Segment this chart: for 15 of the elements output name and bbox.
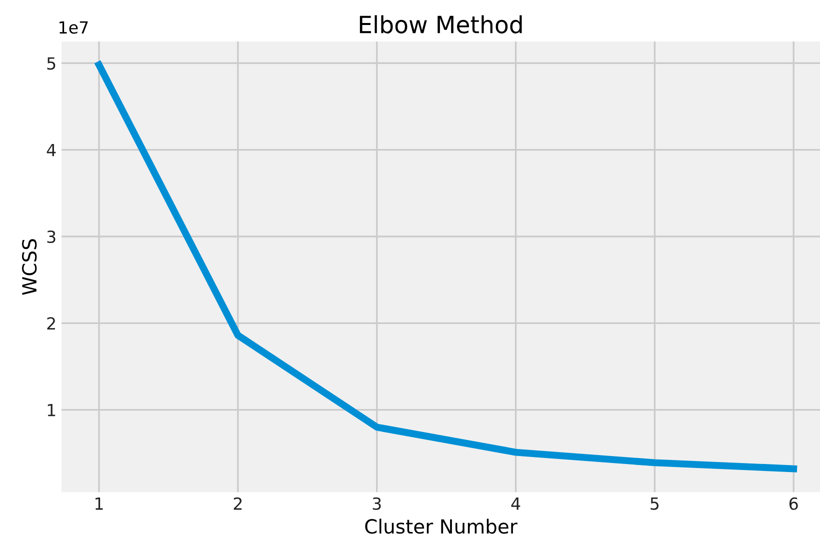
y-tick-label: 1 bbox=[48, 404, 56, 416]
text: 1e7 bbox=[60, 21, 88, 34]
x-tick-label: 5 bbox=[650, 498, 659, 510]
y-axis-title: WCSS bbox=[22, 239, 37, 295]
x-tick-label: 2 bbox=[234, 497, 242, 510]
x-tick-label: 4 bbox=[511, 498, 520, 510]
y-tick-label: 5 bbox=[47, 57, 56, 70]
y-tick-label: 3 bbox=[47, 230, 56, 244]
y-tick-label: 2 bbox=[47, 317, 55, 330]
chart-title: Elbow Method bbox=[360, 15, 522, 34]
x-tick-label: 3 bbox=[372, 497, 381, 510]
x-tick-label: 6 bbox=[789, 497, 798, 510]
x-tick-label: 1 bbox=[96, 498, 103, 510]
y-tick-label: 4 bbox=[46, 144, 56, 156]
x-axis-title: Cluster Number bbox=[365, 518, 518, 534]
